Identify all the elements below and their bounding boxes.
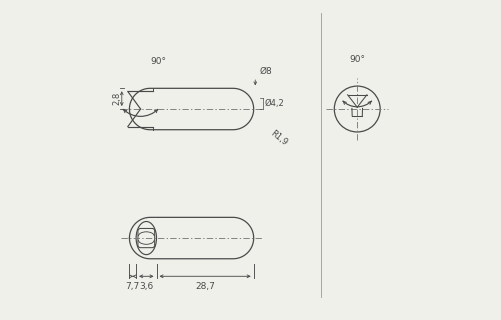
Text: Ø4,2: Ø4,2 (265, 99, 285, 108)
Text: Ø8: Ø8 (260, 67, 272, 76)
Text: 90°: 90° (349, 55, 365, 64)
Text: 3,6: 3,6 (139, 282, 153, 291)
Text: R1,9: R1,9 (269, 129, 290, 148)
Text: 7,7: 7,7 (126, 282, 140, 291)
Text: 90°: 90° (150, 57, 166, 66)
Text: 2,8: 2,8 (113, 92, 122, 105)
Text: 28,7: 28,7 (195, 282, 215, 291)
